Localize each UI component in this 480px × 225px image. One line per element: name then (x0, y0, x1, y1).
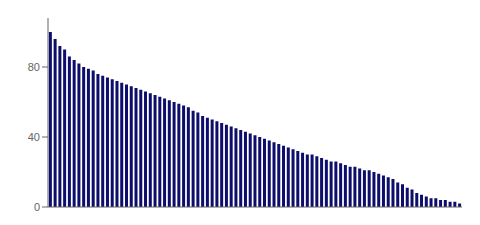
svg-text:0: 0 (34, 201, 40, 213)
svg-text:80: 80 (28, 61, 40, 73)
svg-text:40: 40 (28, 131, 40, 143)
